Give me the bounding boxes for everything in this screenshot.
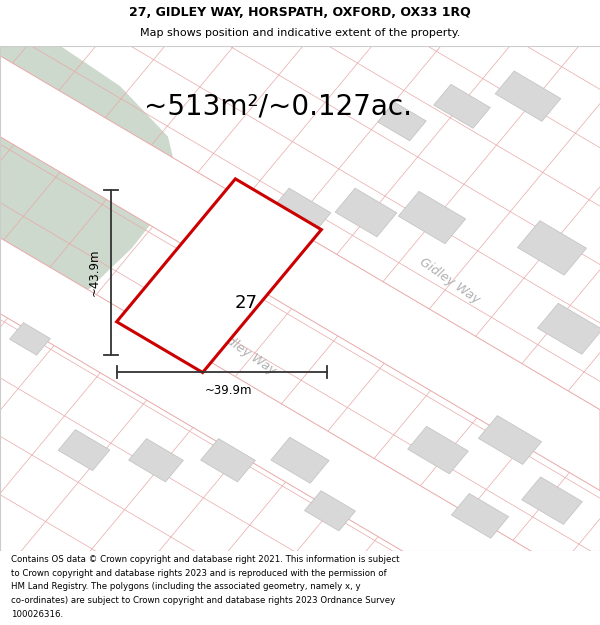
Text: co-ordinates) are subject to Crown copyright and database rights 2023 Ordnance S: co-ordinates) are subject to Crown copyr… bbox=[11, 596, 395, 605]
Polygon shape bbox=[116, 179, 322, 372]
Text: Contains OS data © Crown copyright and database right 2021. This information is : Contains OS data © Crown copyright and d… bbox=[11, 555, 400, 564]
Polygon shape bbox=[407, 426, 469, 474]
Text: ~39.9m: ~39.9m bbox=[204, 384, 252, 398]
Text: ~43.9m: ~43.9m bbox=[88, 249, 101, 296]
Text: to Crown copyright and database rights 2023 and is reproduced with the permissio: to Crown copyright and database rights 2… bbox=[11, 569, 386, 578]
Polygon shape bbox=[10, 322, 50, 355]
Polygon shape bbox=[378, 102, 426, 141]
Polygon shape bbox=[0, 56, 600, 491]
Text: Gidley Way: Gidley Way bbox=[214, 326, 278, 377]
Polygon shape bbox=[203, 193, 265, 242]
Text: ~513m²/~0.127ac.: ~513m²/~0.127ac. bbox=[144, 92, 412, 120]
Polygon shape bbox=[451, 494, 509, 538]
Polygon shape bbox=[128, 439, 184, 482]
Polygon shape bbox=[58, 429, 110, 471]
Polygon shape bbox=[305, 491, 355, 531]
Polygon shape bbox=[521, 477, 583, 524]
Text: 100026316.: 100026316. bbox=[11, 609, 63, 619]
Polygon shape bbox=[271, 438, 329, 483]
Polygon shape bbox=[200, 439, 256, 482]
Text: HM Land Registry. The polygons (including the associated geometry, namely x, y: HM Land Registry. The polygons (includin… bbox=[11, 582, 361, 591]
Polygon shape bbox=[517, 221, 587, 275]
Text: 27: 27 bbox=[235, 294, 257, 312]
Text: Gidley Way: Gidley Way bbox=[418, 255, 482, 306]
Text: Map shows position and indicative extent of the property.: Map shows position and indicative extent… bbox=[140, 28, 460, 38]
Polygon shape bbox=[0, 46, 180, 314]
Polygon shape bbox=[538, 303, 600, 354]
Polygon shape bbox=[335, 188, 397, 237]
Polygon shape bbox=[398, 191, 466, 244]
Polygon shape bbox=[434, 84, 490, 128]
Polygon shape bbox=[269, 188, 331, 237]
Polygon shape bbox=[0, 238, 600, 625]
Polygon shape bbox=[478, 416, 542, 464]
Text: 27, GIDLEY WAY, HORSPATH, OXFORD, OX33 1RQ: 27, GIDLEY WAY, HORSPATH, OXFORD, OX33 1… bbox=[129, 6, 471, 19]
Polygon shape bbox=[495, 71, 561, 121]
